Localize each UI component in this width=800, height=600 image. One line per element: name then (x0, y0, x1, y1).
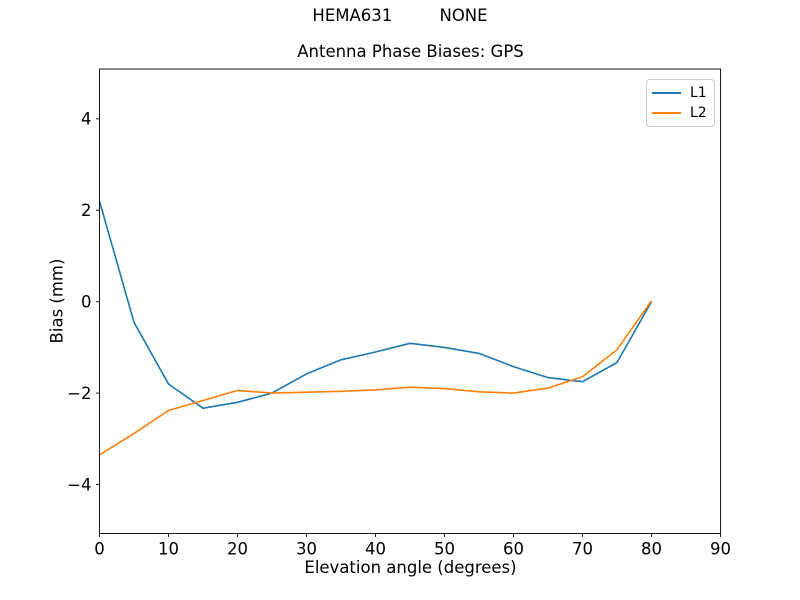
x-tick-label: 70 (572, 540, 593, 559)
x-axis-label: Elevation angle (degrees) (304, 558, 517, 577)
suptitle: HEMA631 NONE (312, 6, 488, 25)
series-line-l2 (99, 300, 653, 456)
x-tick-label: 0 (94, 540, 105, 559)
series-line-l1 (98, 200, 653, 410)
y-tick-label: −2 (67, 384, 91, 403)
x-tick-label: 50 (434, 540, 455, 559)
legend: L1 L2 (646, 79, 715, 127)
legend-label-l1: L1 (690, 85, 707, 101)
legend-label-l2: L2 (690, 105, 707, 121)
axes-frame (99, 68, 721, 534)
legend-item-l2: L2 (652, 103, 709, 123)
x-tick-label: 30 (296, 540, 317, 559)
y-tick-label: 2 (81, 201, 92, 220)
x-tick-label: 80 (641, 540, 662, 559)
x-tick-label: 90 (710, 540, 731, 559)
chart-title: Antenna Phase Biases: GPS (297, 42, 524, 61)
legend-swatch-l1-icon (652, 92, 681, 94)
y-axis-label: Bias (mm) (47, 258, 67, 344)
y-tick-label: 4 (81, 110, 92, 129)
y-tick-label: 0 (81, 293, 92, 312)
x-tick-label: 40 (365, 540, 386, 559)
y-tick-label: −4 (67, 475, 91, 494)
x-tick-label: 60 (503, 540, 524, 559)
legend-item-l1: L1 (652, 83, 709, 103)
legend-swatch-l2-icon (652, 112, 681, 114)
x-tick-label: 10 (158, 540, 179, 559)
x-tick-label: 20 (227, 540, 248, 559)
